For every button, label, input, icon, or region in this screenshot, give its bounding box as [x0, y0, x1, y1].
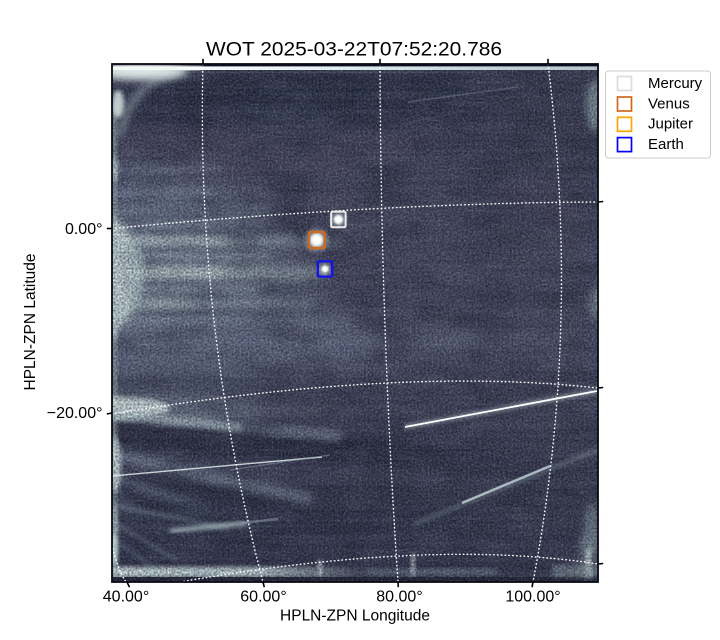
svg-text:100.00°: 100.00°: [505, 589, 560, 606]
svg-text:Venus: Venus: [648, 95, 690, 112]
svg-text:HPLN-ZPN Latitude: HPLN-ZPN Latitude: [22, 254, 39, 391]
svg-text:40.00°: 40.00°: [103, 589, 149, 606]
svg-text:HPLN-ZPN Longitude: HPLN-ZPN Longitude: [280, 608, 430, 625]
svg-text:−20.00°: −20.00°: [47, 405, 103, 422]
svg-text:WOT 2025-03-22T07:52:20.786: WOT 2025-03-22T07:52:20.786: [206, 39, 502, 61]
svg-text:80.00°: 80.00°: [376, 589, 422, 606]
svg-text:Earth: Earth: [648, 136, 684, 153]
svg-text:Mercury: Mercury: [648, 75, 703, 92]
svg-text:0.00°: 0.00°: [65, 221, 103, 238]
svg-text:Jupiter: Jupiter: [648, 116, 693, 133]
svg-text:60.00°: 60.00°: [240, 589, 286, 606]
